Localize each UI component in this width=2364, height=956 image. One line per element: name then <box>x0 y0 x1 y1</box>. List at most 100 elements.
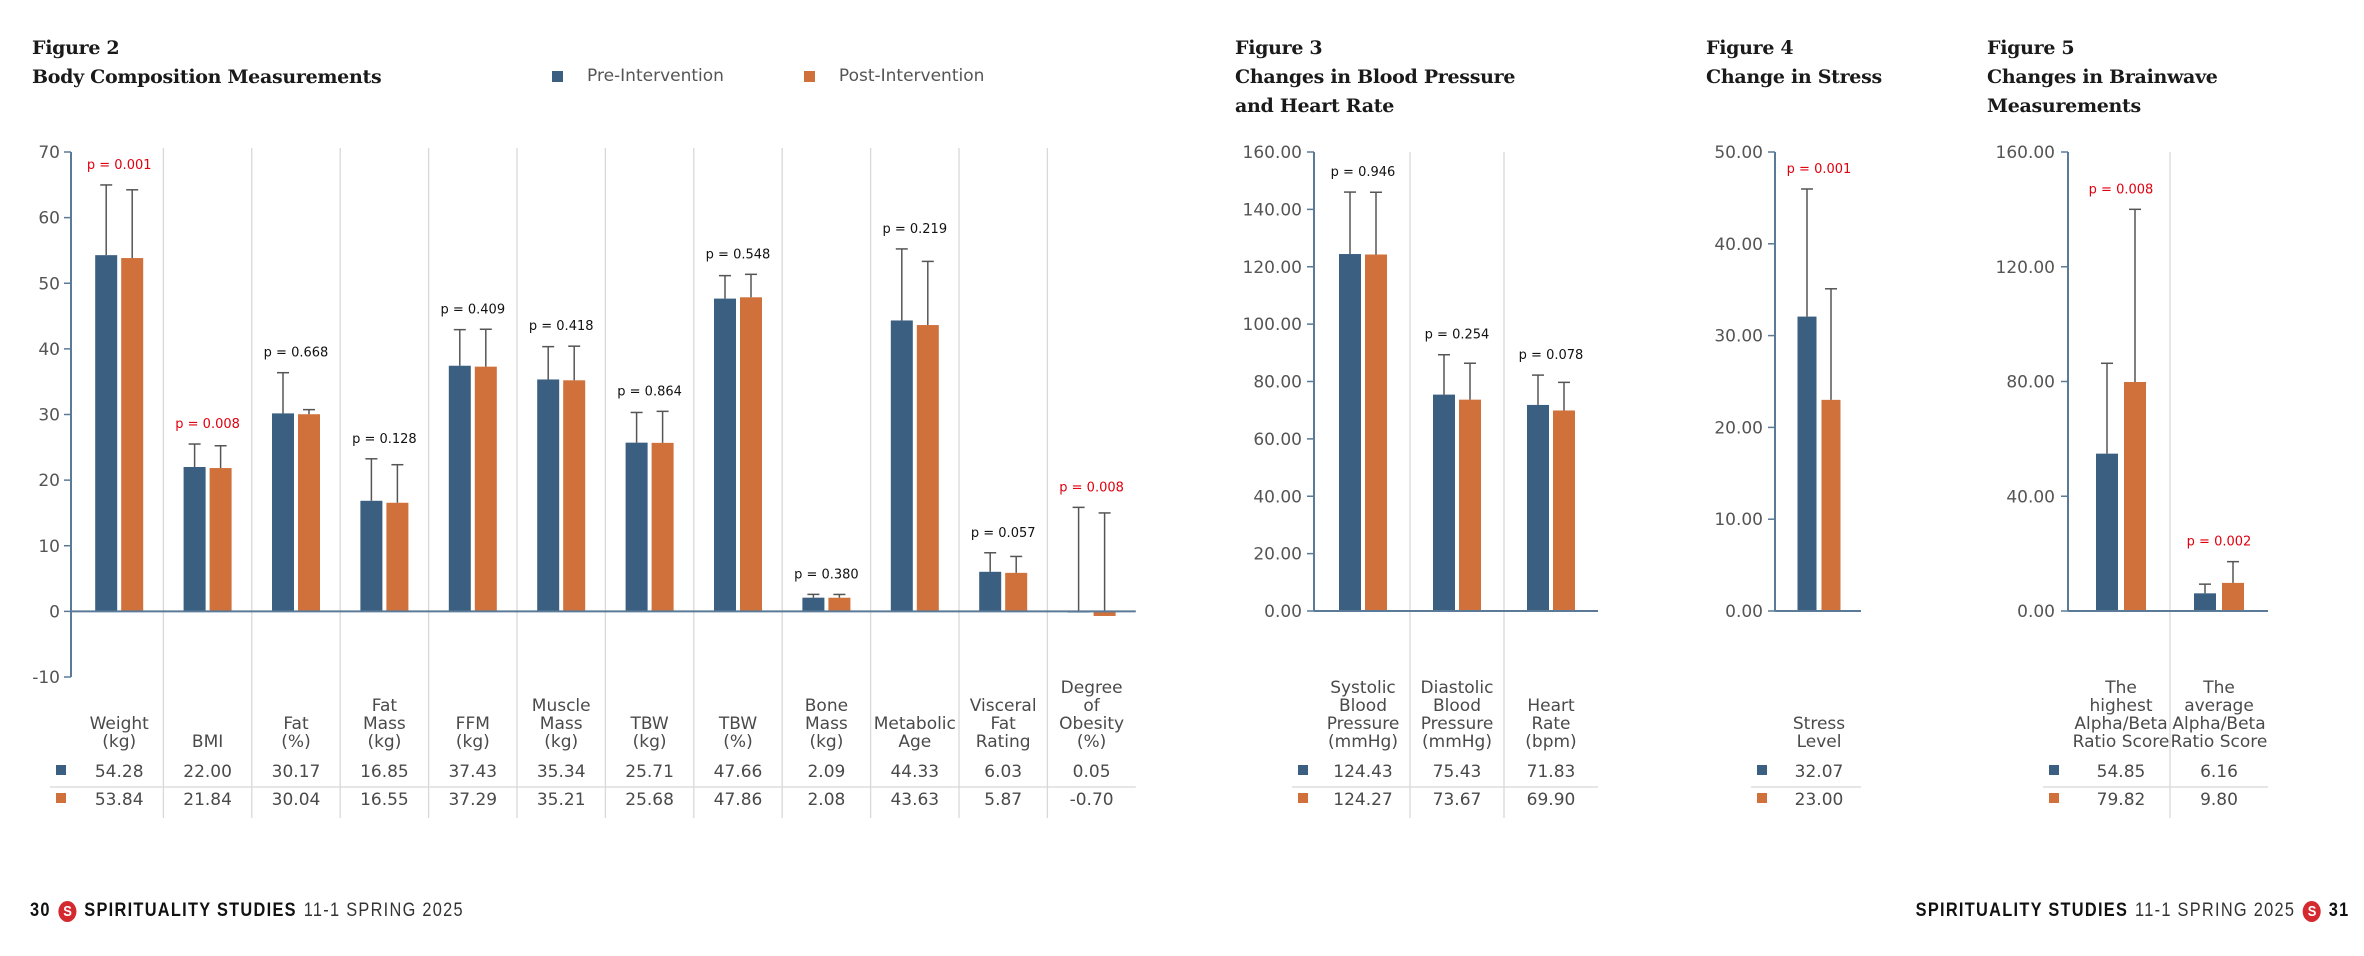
fig5-category-label: average <box>2184 696 2254 716</box>
legend-swatch-post <box>803 70 815 82</box>
fig2-category-label: TBW <box>629 714 668 734</box>
fig4-table-key-pre <box>1757 765 1767 775</box>
fig2-category-label: Mass <box>363 714 406 734</box>
fig5-category-label: The <box>2202 678 2235 698</box>
legend-label-pre: Pre-Intervention <box>587 66 724 86</box>
fig2-table-cell-post: 25.68 <box>625 790 674 810</box>
fig3-category-label: (mmHg) <box>1328 732 1398 752</box>
fig5-bar-post <box>2124 382 2146 611</box>
fig2-table-cell-post: 37.29 <box>448 790 497 810</box>
fig2-category-label: (kg) <box>633 732 667 752</box>
fig2-y-tick-label: 0 <box>49 602 60 622</box>
fig2-bar-pre <box>890 320 913 612</box>
fig3-category-label: (bpm) <box>1525 732 1576 752</box>
fig4-y-tick-label: 0.00 <box>1725 602 1763 622</box>
fig2-bar-pre <box>802 597 825 612</box>
fig5-y-tick-label: 0.00 <box>2017 602 2055 622</box>
fig5-category-label: Alpha/Beta <box>2074 714 2167 734</box>
fig2-category-label: of <box>1083 696 1100 716</box>
fig2-category-label: (kg) <box>102 732 136 752</box>
fig2-bar-pre <box>360 500 383 612</box>
fig3-category-label: Blood <box>1433 696 1481 716</box>
fig5-table-cell-pre: 6.16 <box>2200 762 2238 782</box>
fig3-table-cell-post: 124.27 <box>1333 790 1392 810</box>
fig5-y-tick-label: 40.00 <box>2006 487 2055 507</box>
fig2-bar-post <box>1093 611 1116 616</box>
fig2-bar-post <box>298 414 320 612</box>
fig3-category-label: Rate <box>1532 714 1571 734</box>
fig3-table-cell-post: 69.90 <box>1527 790 1576 810</box>
fig3-bar-post <box>1365 254 1387 612</box>
fig3-category-label: Pressure <box>1421 714 1494 734</box>
fig5-title-line1: Changes in Brainwave <box>1987 66 2218 88</box>
fig4-y-tick-label: 30.00 <box>1714 327 1763 347</box>
fig2-bar-pre <box>625 442 648 612</box>
fig2-bar-pre <box>448 365 471 612</box>
fig5-y-tick-label: 160.00 <box>1996 143 2055 163</box>
fig3-label: Figure 3 <box>1235 37 1323 59</box>
fig2-y-tick-label: 10 <box>38 537 60 557</box>
fig3-y-tick-label: 80.00 <box>1253 373 1302 393</box>
fig2-bar-post <box>474 366 497 612</box>
fig2-bar-pre <box>95 255 118 612</box>
fig2-table-cell-pre: 47.66 <box>714 762 763 782</box>
fig5-category-label: The <box>2104 678 2137 698</box>
fig2-category-label: Weight <box>90 714 150 734</box>
fig5-table-cell-pre: 54.85 <box>2097 762 2146 782</box>
fig5-category-label: Ratio Score <box>2073 732 2170 752</box>
fig2-bar-post <box>121 258 144 612</box>
fig4-y-tick-label: 20.00 <box>1714 418 1763 438</box>
fig3-category-label: Systolic <box>1330 678 1396 698</box>
page-number-left: 30 <box>30 900 51 921</box>
fig3-y-tick-label: 160.00 <box>1243 143 1302 163</box>
fig2-bar-pre <box>714 298 736 612</box>
journal-logo-icon: S <box>2303 900 2322 922</box>
fig4-y-tick-label: 40.00 <box>1714 235 1763 255</box>
fig2-table-cell-pre: 54.28 <box>95 762 144 782</box>
fig2-category-label: (%) <box>1077 732 1106 752</box>
fig5-title-line2: Measurements <box>1987 95 2141 117</box>
page-number-right: 31 <box>2329 900 2350 921</box>
fig2-bar-post <box>651 442 674 612</box>
fig3-p-value: p = 0.946 <box>1331 165 1396 180</box>
fig4-table-cell-post: 23.00 <box>1795 790 1844 810</box>
fig3-y-tick-label: 20.00 <box>1253 545 1302 565</box>
fig3-y-tick-label: 120.00 <box>1243 258 1302 278</box>
fig2-table-cell-post: 30.04 <box>272 790 321 810</box>
fig2-category-label: Rating <box>976 732 1031 752</box>
fig2-table-key-pre <box>56 765 66 775</box>
fig2-category-label: Metabolic <box>874 714 956 734</box>
fig2-p-value: p = 0.057 <box>971 526 1036 541</box>
fig2-category-label: TBW <box>718 714 757 734</box>
fig5-table-cell-post: 9.80 <box>2200 790 2238 810</box>
fig2-table-cell-post: 47.86 <box>714 790 763 810</box>
fig2-category-label: Mass <box>805 714 848 734</box>
fig5-y-tick-label: 80.00 <box>2006 373 2055 393</box>
fig3-table-cell-pre: 75.43 <box>1433 762 1482 782</box>
fig3-bar-pre <box>1527 404 1549 611</box>
journal-name-right: SPIRITUALITY STUDIES <box>1916 900 2129 921</box>
fig2-table-cell-pre: 44.33 <box>890 762 939 782</box>
fig2-p-value: p = 0.548 <box>706 247 771 262</box>
fig3-bar-post <box>1459 399 1481 611</box>
fig2-bar-post <box>1005 572 1028 612</box>
fig2-bar-pre <box>272 413 294 612</box>
fig2-category-label: Bone <box>805 696 848 716</box>
fig2-category-label: Obesity <box>1059 714 1124 734</box>
fig2-category-label: FFM <box>456 714 490 734</box>
fig2-table-cell-pre: 0.05 <box>1073 762 1111 782</box>
fig5-label: Figure 5 <box>1987 37 2075 59</box>
fig2-category-label: Fat <box>283 714 309 734</box>
fig3-category-label: Heart <box>1527 696 1575 716</box>
fig2-p-value: p = 0.128 <box>352 432 417 447</box>
fig2-table-cell-pre: 37.43 <box>448 762 497 782</box>
fig3-bar-post <box>1553 410 1575 611</box>
fig2-table-cell-post: -0.70 <box>1070 790 1114 810</box>
fig2-p-value: p = 0.008 <box>1059 480 1124 495</box>
legend-label-post: Post-Intervention <box>838 66 985 86</box>
fig2-table-cell-pre: 30.17 <box>272 762 321 782</box>
fig2-bar-pre <box>183 467 206 612</box>
fig2-p-value: p = 0.864 <box>617 384 682 399</box>
fig5-bar-pre <box>2194 593 2216 611</box>
fig2-bar-post <box>828 597 851 612</box>
